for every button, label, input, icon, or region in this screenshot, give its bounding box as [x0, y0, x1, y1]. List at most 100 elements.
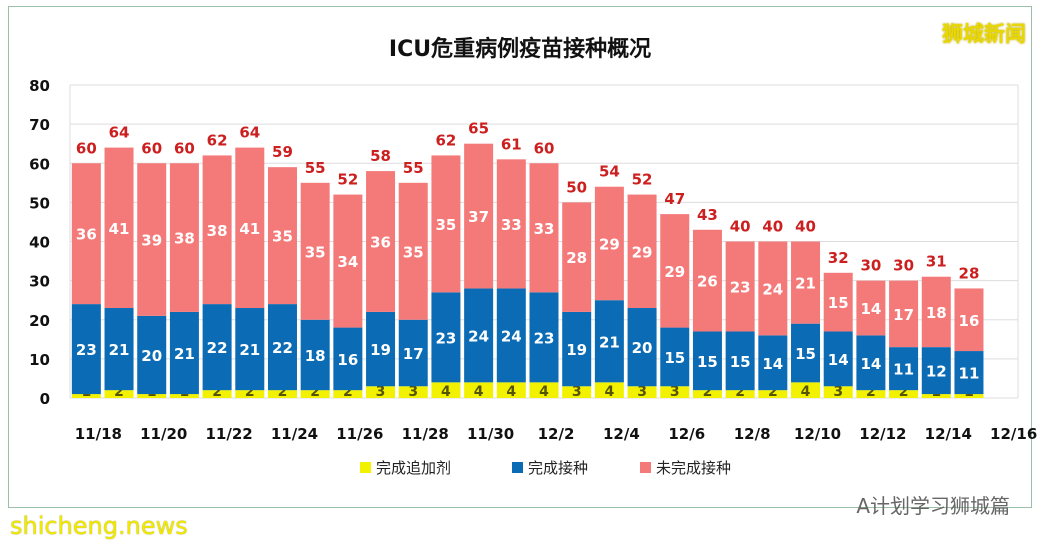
data-label: 23 [435, 329, 456, 347]
total-label: 52 [632, 171, 653, 189]
bar-segment [921, 276, 951, 348]
bar-segment [333, 390, 363, 398]
bar-segment [496, 288, 526, 383]
total-label: 65 [468, 120, 489, 138]
bar-segment [137, 315, 167, 395]
bar-segment [169, 163, 199, 312]
data-label: 17 [893, 306, 914, 324]
watermark-logo: 狮城新闻 [942, 22, 1026, 46]
bar-segment [398, 182, 428, 320]
bar-segment [71, 304, 101, 395]
data-label: 21 [795, 275, 816, 293]
bar-segment [954, 394, 984, 398]
data-label: 15 [828, 294, 849, 312]
bar-segment [496, 382, 526, 398]
bar-segment [791, 382, 821, 398]
data-label: 23 [76, 341, 97, 359]
data-label: 35 [403, 243, 424, 261]
data-label: 4 [539, 384, 549, 400]
data-label: 29 [599, 235, 620, 253]
total-label: 64 [239, 124, 260, 142]
bar-segment [562, 386, 592, 398]
total-label: 40 [730, 218, 751, 236]
bar-segment [562, 202, 592, 312]
bar-segment [235, 308, 265, 391]
x-tick-label: 12/16 [990, 425, 1037, 443]
bar-segment [235, 390, 265, 398]
bar-segment [366, 171, 396, 312]
data-label: 36 [370, 234, 391, 252]
chart-title: ICU危重病例疫苗接种概况 [389, 36, 651, 62]
total-label: 31 [926, 253, 947, 271]
data-label: 38 [207, 222, 228, 240]
data-label: 39 [141, 232, 162, 250]
total-label: 52 [337, 171, 358, 189]
data-label: 16 [337, 351, 358, 369]
data-label: 11 [893, 361, 914, 379]
bar-segment [529, 292, 559, 383]
bar-segment [104, 308, 134, 391]
data-label: 2 [114, 384, 124, 400]
data-label: 12 [926, 363, 947, 381]
bar-segment [267, 167, 297, 305]
data-label: 23 [730, 278, 751, 296]
data-label: 17 [403, 345, 424, 363]
data-label: 22 [272, 339, 293, 357]
data-label: 18 [305, 347, 326, 365]
data-label: 29 [632, 243, 653, 261]
bar-segment [137, 394, 167, 398]
total-label: 50 [566, 178, 587, 196]
data-label: 2 [245, 384, 255, 400]
bar-segment [464, 382, 494, 398]
data-label: 20 [632, 339, 653, 357]
data-label: 33 [534, 220, 555, 238]
data-label: 4 [801, 384, 811, 400]
data-label: 2 [310, 384, 320, 400]
data-label: 2 [212, 384, 222, 400]
data-label: 2 [278, 384, 288, 400]
x-tick-label: 11/22 [205, 425, 252, 443]
data-label: 14 [860, 355, 881, 373]
bar-segment [725, 390, 755, 398]
data-label: 3 [376, 384, 386, 400]
x-tick-label: 11/26 [336, 425, 383, 443]
data-label: 4 [605, 384, 615, 400]
data-label: 35 [435, 216, 456, 234]
legend-label: 未完成接种 [656, 459, 731, 477]
total-label: 59 [272, 143, 293, 161]
bar-segment [823, 386, 853, 398]
bar-segment [823, 331, 853, 387]
bar-segment [267, 390, 297, 398]
data-label: 11 [959, 365, 980, 383]
bar-segment [529, 163, 559, 293]
x-tick-label: 12/4 [603, 425, 640, 443]
data-label: 4 [441, 384, 451, 400]
x-tick-label: 12/10 [794, 425, 841, 443]
bar-segment [660, 214, 690, 328]
bar-segment [333, 194, 363, 328]
data-label: 14 [828, 351, 849, 369]
bar-segment [692, 331, 722, 391]
bar-segment [791, 323, 821, 383]
data-label: 4 [506, 384, 516, 400]
data-label: 23 [534, 329, 555, 347]
data-label: 41 [109, 220, 130, 238]
bar-segment [954, 351, 984, 395]
legend-swatch [360, 462, 371, 473]
total-label: 60 [76, 139, 97, 157]
bar-segment [104, 147, 134, 309]
data-label: 15 [664, 349, 685, 367]
total-label: 55 [305, 159, 326, 177]
data-label: 18 [926, 304, 947, 322]
data-label: 36 [76, 226, 97, 244]
total-label: 32 [828, 249, 849, 267]
bar-segment [202, 304, 232, 391]
bar-segment [202, 155, 232, 305]
total-label: 30 [860, 257, 881, 275]
y-tick-label: 70 [29, 116, 50, 134]
y-tick-label: 80 [29, 77, 50, 95]
x-tick-label: 11/20 [140, 425, 187, 443]
total-label: 60 [141, 139, 162, 157]
watermark-site: shicheng.news [10, 512, 188, 540]
data-label: 2 [735, 384, 745, 400]
